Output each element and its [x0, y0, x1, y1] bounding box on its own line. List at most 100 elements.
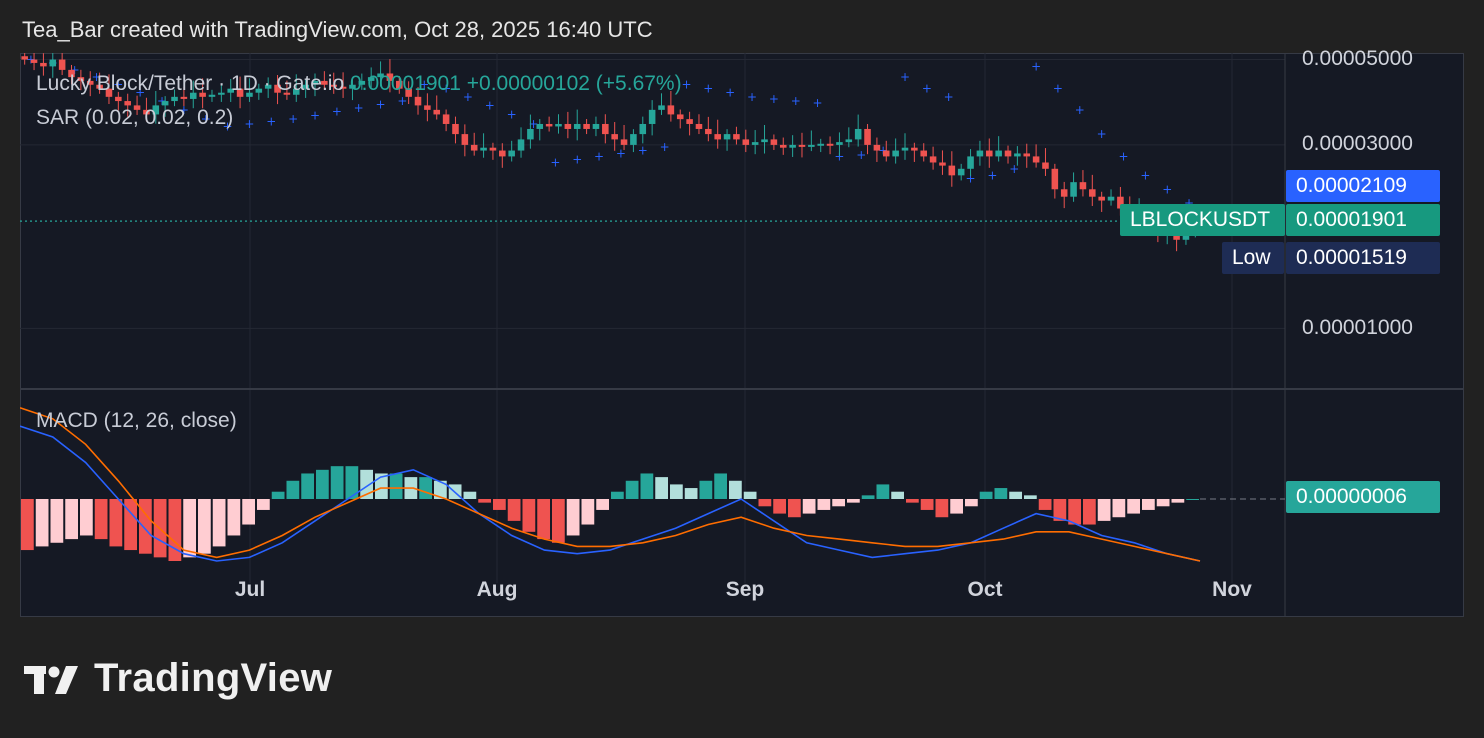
- sar-dot: +: [791, 94, 801, 108]
- macd-histogram-bar: [670, 484, 683, 499]
- sar-legend[interactable]: SAR (0.02, 0.02, 0.2): [36, 106, 234, 129]
- candle-body: [68, 69, 75, 78]
- macd-legend[interactable]: MACD (12, 26, close): [36, 409, 237, 432]
- candle-body: [115, 96, 122, 102]
- candle-body: [349, 84, 356, 89]
- sar-dot: +: [900, 70, 910, 84]
- candle-body: [882, 150, 890, 157]
- sar-dot: +: [1075, 103, 1085, 117]
- candle-body: [77, 77, 85, 81]
- macd-histogram: [21, 466, 1199, 561]
- candle-body: [929, 156, 937, 163]
- sar-dot: +: [944, 90, 954, 104]
- candle-body: [246, 92, 253, 97]
- candle-body: [1004, 150, 1012, 157]
- macd-histogram-bar: [330, 466, 344, 499]
- macd-histogram-bar: [537, 499, 550, 540]
- candle-body: [995, 150, 1002, 157]
- macd-histogram-bar: [1171, 499, 1185, 503]
- candle-body: [358, 80, 366, 85]
- candle-body: [1042, 162, 1049, 169]
- candle-body: [658, 105, 665, 110]
- symbol-legend[interactable]: Lucky Block/Tether · 1D · Gate.io 0.0000…: [36, 72, 682, 96]
- candle-body: [545, 123, 553, 127]
- macd-histogram-bar: [979, 491, 993, 499]
- candle-body: [283, 92, 291, 95]
- candle-body: [171, 96, 178, 102]
- macd-histogram-bar: [227, 499, 241, 536]
- candle-body: [1070, 182, 1077, 197]
- macd-histogram-bar: [1024, 495, 1037, 499]
- candle-body: [808, 144, 815, 147]
- macd-histogram-bar: [611, 491, 624, 499]
- sar-dot: +: [244, 117, 254, 131]
- candle-body: [620, 139, 628, 145]
- macd-histogram-bar: [65, 499, 78, 540]
- macd-histogram-bar: [389, 473, 403, 499]
- candle-body: [1089, 189, 1096, 197]
- candle-body: [976, 150, 984, 157]
- candle-body: [948, 165, 956, 176]
- candle-body: [199, 92, 206, 97]
- candle-body: [461, 134, 469, 145]
- candle-body: [152, 105, 160, 115]
- candle-body: [1117, 196, 1124, 209]
- sar-dot: +: [769, 92, 779, 106]
- sar-dot: +: [310, 108, 320, 122]
- candle-body: [854, 128, 862, 140]
- macd-histogram-bar: [596, 499, 609, 510]
- macd-histogram-bar: [80, 499, 93, 536]
- candle-body: [508, 150, 515, 157]
- candle-body: [611, 134, 618, 140]
- macd-histogram-bar: [891, 491, 904, 499]
- macd-histogram-bar: [375, 473, 388, 499]
- time-tick-label: Aug: [476, 578, 518, 601]
- sar-dot: +: [703, 82, 713, 96]
- candle-body: [939, 162, 946, 166]
- candle-body: [536, 123, 544, 129]
- macd-histogram-bar: [552, 499, 565, 543]
- candle-body: [648, 109, 656, 124]
- price-chart[interactable]: + + + + + + + + + + + + + + + + + + + + + + + + + + + + + + + + + + + + + + + +…: [20, 53, 1464, 617]
- candle-body: [292, 88, 300, 95]
- macd-histogram-bar: [847, 499, 860, 503]
- sar-dot: +: [397, 94, 407, 108]
- brand-logo[interactable]: TradingView: [22, 656, 332, 701]
- macd-histogram-bar: [788, 499, 801, 518]
- macd-histogram-bar: [802, 499, 816, 514]
- candle-body: [639, 123, 647, 135]
- sar-dot: +: [485, 98, 495, 112]
- sar-dot: +: [1162, 182, 1172, 196]
- sar-dot: +: [507, 107, 517, 121]
- candle-body: [714, 134, 721, 140]
- signal-line: [20, 407, 1201, 562]
- sar-dot: +: [834, 149, 844, 163]
- macd-histogram-bar: [419, 477, 432, 499]
- sar-dot: +: [1097, 127, 1107, 141]
- macd-histogram-bar: [94, 499, 108, 540]
- candle-body: [695, 123, 703, 129]
- sar-dot: +: [1009, 162, 1019, 176]
- macd-histogram-bar: [729, 480, 742, 499]
- candle-body: [705, 128, 712, 135]
- macd-histogram-bar: [183, 499, 196, 558]
- candle-body: [845, 139, 853, 143]
- candle-body: [911, 147, 918, 151]
- macd-histogram-bar: [1053, 499, 1067, 521]
- macd-histogram-bar: [832, 499, 845, 507]
- macd-histogram-bar: [139, 499, 152, 554]
- candle-body: [49, 59, 57, 67]
- sar-dot: +: [813, 96, 823, 110]
- price-tick-label: 0.00005000: [1302, 47, 1413, 70]
- macd-histogram-bar: [522, 499, 536, 532]
- macd-histogram-bar: [1127, 499, 1140, 514]
- candle-body: [555, 123, 562, 127]
- macd-histogram-bar: [640, 473, 654, 499]
- macd-histogram-bar: [35, 499, 49, 547]
- tradingview-logo-icon: [24, 665, 78, 694]
- candle-body: [442, 114, 450, 124]
- candle-body: [986, 150, 993, 157]
- symbol-name: Lucky Block/Tether · 1D · Gate.io: [36, 72, 345, 95]
- macd-histogram-bar: [109, 499, 123, 547]
- sar-dot: +: [594, 149, 604, 163]
